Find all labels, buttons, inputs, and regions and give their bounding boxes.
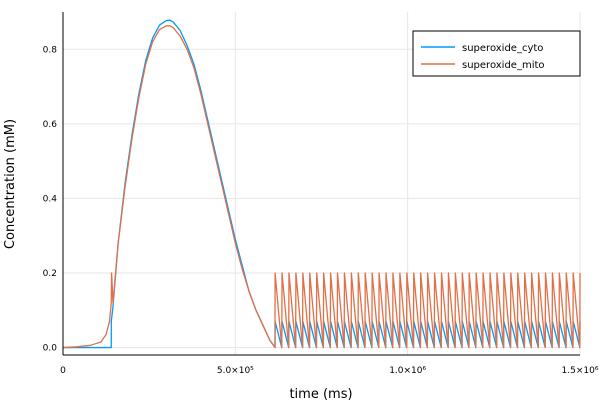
x-tick-label: 5.0×10⁵ [217,366,254,376]
x-axis-title: time (ms) [289,387,352,400]
y-tick-label: 0.0 [43,344,58,354]
y-tick-label: 0.2 [43,269,57,279]
legend: superoxide_cyto superoxide_mito [412,30,581,77]
y-tick-label: 0.8 [43,45,58,55]
axes [62,12,580,356]
legend-label-mito: superoxide_mito [462,60,545,71]
legend-box [412,30,581,77]
series-layer [62,19,581,349]
y-tick-label: 0.6 [43,120,58,130]
y-tick-labels: 0.0 0.2 0.4 0.6 0.8 [43,45,58,353]
x-tick-label: 0 [60,366,66,376]
series-line-superoxide-mito [62,25,581,349]
x-tick-label: 1.5×10⁶ [562,366,599,376]
y-axis-title: Concentration (mM) [3,119,18,249]
legend-label-cyto: superoxide_cyto [462,43,543,54]
y-tick-label: 0.4 [43,194,58,204]
x-tick-labels: 0 5.0×10⁵ 1.0×10⁶ 1.5×10⁶ [60,366,599,376]
x-tick-label: 1.0×10⁶ [389,366,426,376]
